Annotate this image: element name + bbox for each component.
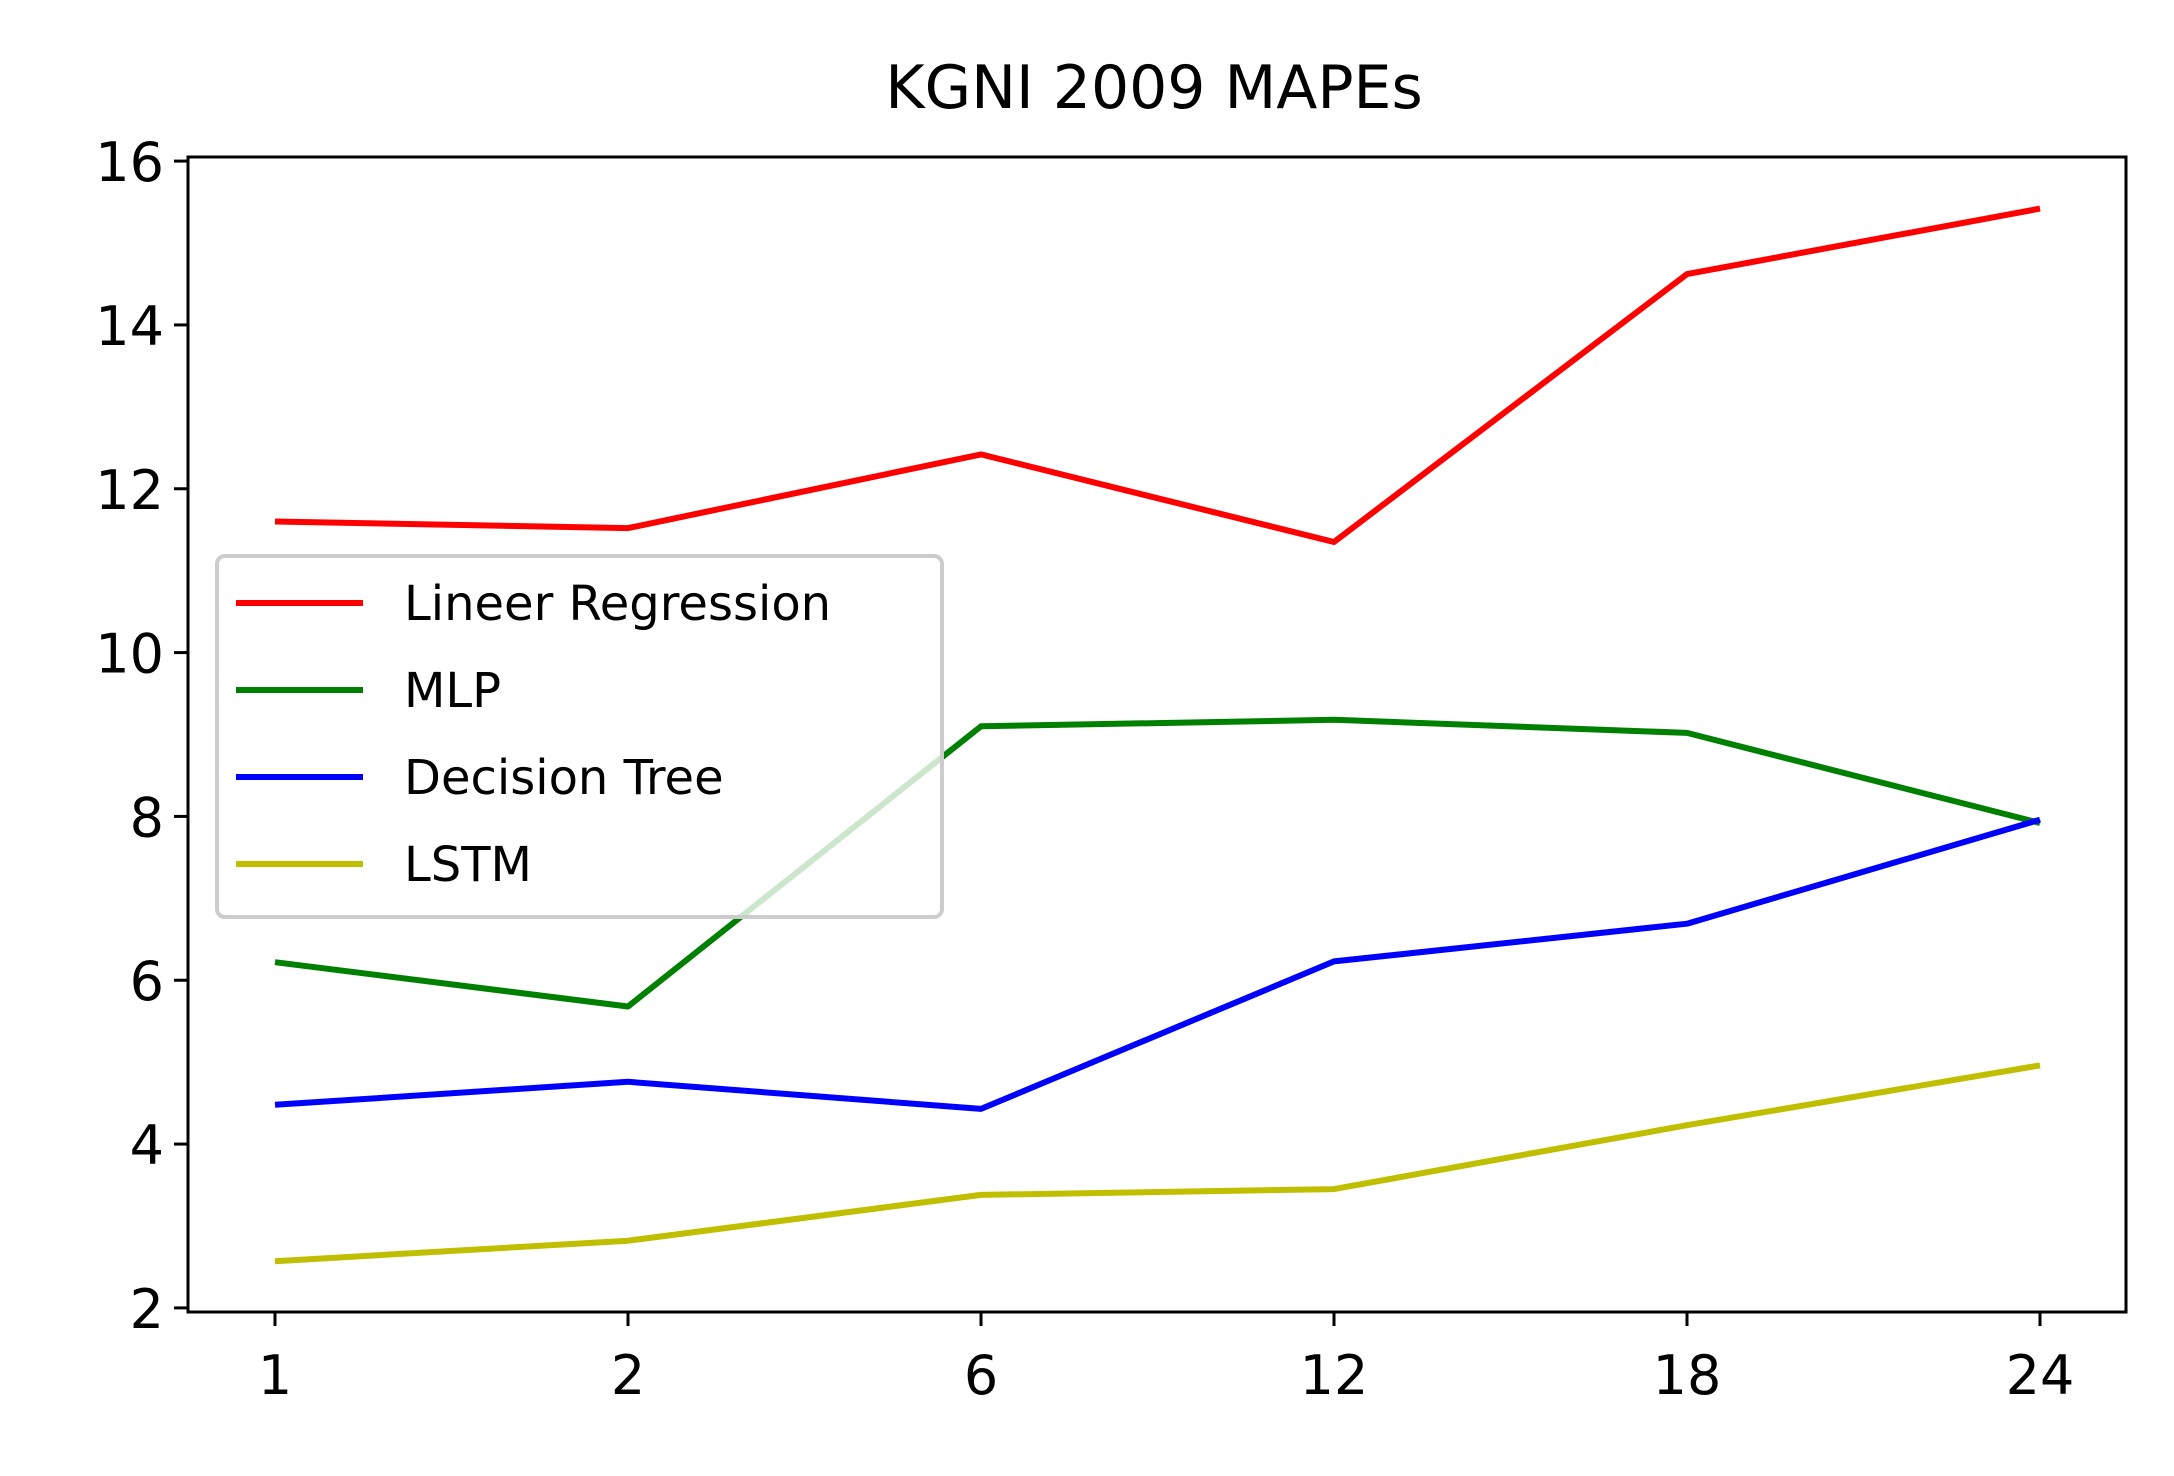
y-axis: 2 4 6 8 10 12 14 16 <box>95 131 188 1341</box>
legend: Lineer Regression MLP Decision Tree LSTM <box>215 554 944 919</box>
y-tick-label-4: 4 <box>130 1114 164 1177</box>
series-line-1 <box>274 716 2041 1010</box>
x-tick-label-3: 12 <box>1300 1344 1369 1407</box>
x-tick-label-4: 18 <box>1653 1344 1722 1407</box>
y-tick-label-16: 16 <box>95 131 164 194</box>
y-tick-label-14: 14 <box>95 295 164 358</box>
x-tick-label-2: 6 <box>964 1344 998 1407</box>
legend-label-2: Decision Tree <box>404 750 724 806</box>
y-tick-label-6: 6 <box>130 950 164 1013</box>
x-tick-label-0: 1 <box>258 1344 292 1407</box>
legend-label-3: LSTM <box>404 837 532 893</box>
series-line-2 <box>274 816 2041 1112</box>
x-axis: 1 2 6 12 18 24 <box>258 1312 2075 1407</box>
y-tick-label-10: 10 <box>95 623 164 686</box>
series-layer <box>274 205 2041 1265</box>
y-tick-label-12: 12 <box>95 459 164 522</box>
plot-frame <box>186 155 2128 1314</box>
x-tick-label-5: 24 <box>2006 1344 2075 1407</box>
legend-label-1: MLP <box>404 663 501 719</box>
chart-title: KGNI 2009 MAPEs <box>885 53 1422 123</box>
legend-label-0: Lineer Regression <box>404 576 831 632</box>
legend-box <box>215 554 944 919</box>
series-line-0 <box>274 205 2041 545</box>
y-tick-label-2: 2 <box>130 1278 164 1341</box>
series-line-3 <box>274 1062 2041 1265</box>
y-tick-label-8: 8 <box>130 786 164 849</box>
x-tick-label-1: 2 <box>611 1344 645 1407</box>
